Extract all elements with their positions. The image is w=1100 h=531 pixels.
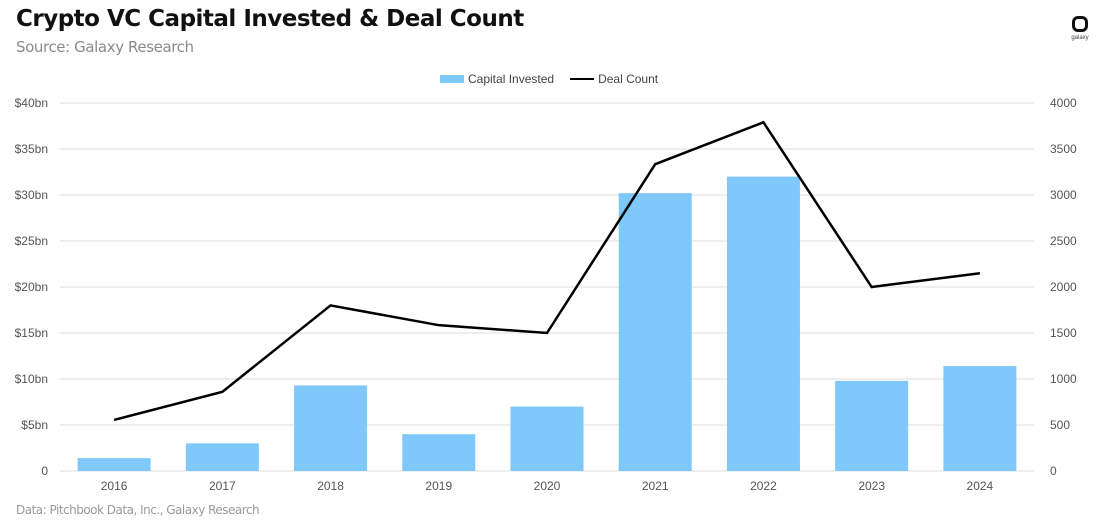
- bar-capital-2024: [943, 366, 1017, 471]
- bar-capital-2020: [510, 406, 584, 471]
- bar-capital-2021: [618, 193, 692, 471]
- legend: Capital Invested Deal Count: [440, 72, 674, 86]
- x-tick-label: 2019: [425, 479, 452, 493]
- bar-capital-2023: [835, 380, 909, 471]
- x-tick-label: 2023: [858, 479, 885, 493]
- logo-text: galaxy: [1071, 35, 1089, 41]
- y-left-tick-label: $35bn: [15, 142, 48, 156]
- bar-capital-2018: [294, 385, 368, 471]
- chart-title: Crypto VC Capital Invested & Deal Count: [16, 6, 524, 32]
- legend-item-deals: Deal Count: [570, 72, 658, 86]
- x-tick-label: 2024: [967, 479, 994, 493]
- bar-capital-2016: [77, 458, 151, 471]
- bar-capital-2019: [402, 434, 476, 471]
- deal-count-line: [113, 120, 981, 422]
- y-right-tick-label: 1000: [1050, 372, 1077, 386]
- y-right-tick-label: 1500: [1050, 326, 1077, 340]
- legend-label-capital: Capital Invested: [468, 72, 555, 86]
- y-right-tick-label: 2000: [1050, 280, 1077, 294]
- galaxy-logo: galaxy: [1062, 16, 1098, 52]
- footer-source: Data: Pitchbook Data, Inc., Galaxy Resea…: [16, 503, 260, 517]
- x-tick-label: 2018: [317, 479, 344, 493]
- x-tick-label: 2022: [750, 479, 777, 493]
- legend-label-deals: Deal Count: [598, 72, 659, 86]
- y-left-tick-label: $40bn: [15, 96, 48, 110]
- chart-subtitle: Source: Galaxy Research: [16, 38, 194, 56]
- y-left-tick-label: $30bn: [15, 188, 48, 202]
- y-left-tick-label: $15bn: [15, 326, 48, 340]
- y-left-tick-label: 0: [41, 464, 48, 478]
- legend-swatch-line: [570, 78, 595, 80]
- y-left-tick-label: $20bn: [15, 280, 48, 294]
- y-right-tick-label: 2500: [1050, 234, 1077, 248]
- bar-capital-2022: [726, 176, 800, 471]
- y-right-tick-label: 4000: [1050, 96, 1077, 110]
- y-left-tick-label: $25bn: [15, 234, 48, 248]
- x-tick-label: 2017: [209, 479, 236, 493]
- y-left-tick-label: $10bn: [15, 372, 48, 386]
- legend-swatch-bar: [440, 75, 464, 83]
- x-tick-label: 2020: [534, 479, 561, 493]
- galaxy-logo-icon: [1072, 16, 1088, 32]
- x-tick-label: 2016: [101, 479, 128, 493]
- y-left-tick-label: $5bn: [21, 418, 48, 432]
- legend-item-capital: Capital Invested: [440, 72, 554, 86]
- y-right-tick-label: 0: [1050, 464, 1057, 478]
- bar-capital-2017: [185, 443, 259, 471]
- y-right-tick-label: 500: [1050, 418, 1070, 432]
- y-right-tick-label: 3000: [1050, 188, 1077, 202]
- y-right-tick-label: 3500: [1050, 142, 1077, 156]
- x-tick-label: 2021: [642, 479, 669, 493]
